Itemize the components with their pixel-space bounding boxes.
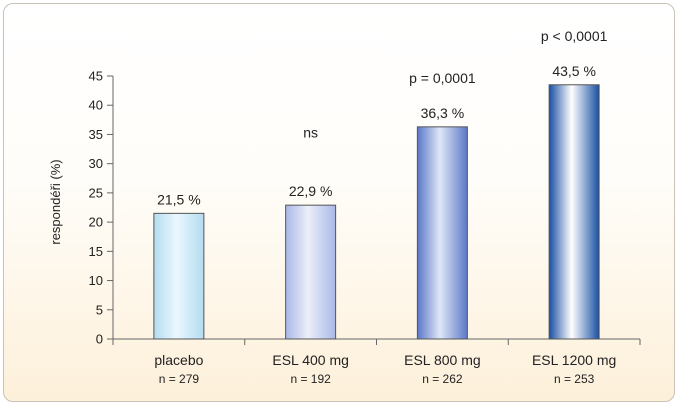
y-axis-label: respondéři (%) [48, 159, 63, 244]
sample-size-label: n = 279 [159, 372, 200, 386]
significance-label: p < 0,0001 [541, 28, 608, 44]
y-tick-label: 5 [96, 302, 103, 317]
significance-label: p = 0,0001 [409, 70, 476, 86]
sample-size-label: n = 192 [290, 372, 331, 386]
y-tick-label: 40 [89, 98, 103, 113]
category-label: placebo [154, 352, 203, 368]
y-tick-label: 10 [89, 273, 103, 288]
value-label: 21,5 % [157, 191, 201, 207]
sample-size-label: n = 253 [554, 372, 595, 386]
y-tick-label: 35 [89, 127, 103, 142]
y-tick-label: 25 [89, 185, 103, 200]
bar-3 [416, 126, 468, 340]
category-label: ESL 800 mg [404, 352, 481, 368]
y-tick-label: 0 [96, 332, 103, 347]
y-tick-label: 20 [89, 215, 103, 230]
significance-label: ns [303, 124, 318, 140]
value-label: 36,3 % [421, 105, 465, 121]
labels: 21,5 % placebo n = 279 22,9 % ns ESL 400 mg n … [154, 28, 616, 386]
y-tick-label: 45 [89, 69, 103, 84]
bars [153, 84, 600, 340]
value-label: 22,9 % [289, 183, 333, 199]
bar-4 [548, 84, 600, 340]
y-tick-label: 30 [89, 156, 103, 171]
bar-1 [153, 212, 205, 340]
sample-size-label: n = 262 [422, 372, 463, 386]
bar-2 [285, 204, 337, 340]
category-label: ESL 400 mg [272, 352, 349, 368]
category-label: ESL 1200 mg [532, 352, 616, 368]
y-tick-label: 15 [89, 244, 103, 259]
value-label: 43,5 % [552, 63, 596, 79]
